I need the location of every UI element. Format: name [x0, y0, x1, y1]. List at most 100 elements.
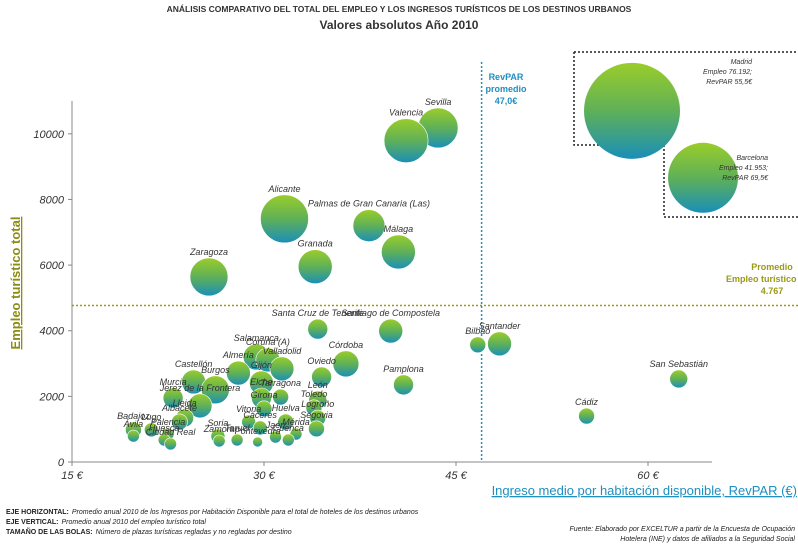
bubble — [297, 249, 333, 285]
chart-title: ANÁLISIS COMPARATIVO DEL TOTAL DEL EMPLE… — [167, 4, 632, 14]
bubble-label: Málaga — [384, 224, 414, 234]
y-tick-label: 8000 — [40, 194, 65, 206]
bubble-label: Palmas de Gran Canaria (Las) — [308, 199, 430, 209]
inset-label: RevPAR 69,5€ — [722, 175, 769, 182]
barcelona-box — [663, 145, 798, 218]
bubble-label: Palencia — [151, 417, 186, 427]
bubble-label: Castellón — [175, 359, 213, 369]
x-tick-label: 45 € — [445, 470, 467, 482]
bubble-label: Cuenca — [273, 423, 304, 433]
bubble-label: León — [308, 380, 328, 390]
y-tick-label: 10000 — [33, 129, 64, 141]
bubble — [487, 331, 512, 357]
bubble — [252, 436, 263, 448]
bubble-label: Badajoz — [117, 411, 150, 421]
bubble — [269, 356, 295, 382]
bubble — [269, 430, 282, 444]
x-tick-label: 60 € — [637, 470, 659, 482]
bubble — [127, 429, 140, 443]
y-tick-label: 4000 — [40, 326, 65, 338]
bubble-label: Salamanca — [234, 333, 279, 343]
bubbles — [125, 107, 689, 451]
bubble — [201, 375, 230, 405]
bubble-label: Segovia — [300, 410, 333, 420]
bubble — [212, 434, 226, 448]
inset-label: Empleo 76.192; — [703, 69, 752, 76]
bubble-label: Cádiz — [575, 397, 599, 407]
inset-label: Empleo 41.953; — [719, 165, 768, 172]
bubble — [171, 413, 188, 431]
inset-label: Barcelona — [736, 155, 768, 162]
chart-subtitle: Valores absolutos Año 2010 — [320, 18, 479, 32]
note-key: EJE HORIZONTAL: — [6, 509, 69, 516]
bubble-label: Oviedo — [307, 356, 336, 366]
source: Hotelera (INE) y datos de afiliados a la… — [620, 536, 795, 543]
bubble-label: Coruña (A) — [246, 337, 290, 347]
bubble-label: Cáceres — [243, 410, 277, 420]
bubble-label: Lleida — [173, 398, 197, 408]
employment-avg-label: Promedio — [751, 262, 793, 272]
bubble-label: Huesca — [149, 423, 180, 433]
bubble — [144, 422, 159, 438]
note: TAMAÑO DE LAS BOLAS: Número de plazas tur… — [6, 527, 292, 536]
bubble-label: Santander — [479, 321, 522, 331]
bubble-label: Huelva — [272, 403, 300, 413]
bubble — [189, 257, 229, 297]
bubble — [381, 234, 416, 270]
bubble-label: Santiago de Compostela — [341, 308, 440, 318]
source: Fuente: Elaborado por EXCELTUR a partir … — [569, 526, 795, 533]
bubble — [260, 194, 309, 244]
bubble — [162, 387, 184, 409]
bubble — [230, 433, 244, 447]
note-text: Promedio anual 2010 del empleo turístico… — [62, 519, 207, 526]
note-key: EJE VERTICAL: — [6, 519, 59, 526]
employment-avg-label: Empleo turístico total — [726, 274, 798, 284]
y-tick-label: 0 — [58, 457, 65, 469]
bubble — [332, 350, 360, 378]
bubble-label: Ávila — [123, 419, 144, 429]
bubble — [252, 420, 268, 436]
bubble-label: Córdoba — [329, 340, 364, 350]
bubble-label: Pamplona — [383, 364, 424, 374]
bubble-label: Vitoria — [236, 404, 261, 414]
bubble — [668, 142, 739, 213]
bubble — [311, 366, 332, 388]
bubble-label: Sevilla — [425, 97, 452, 107]
inset-label: RevPAR 55,5€ — [706, 79, 753, 86]
bubble-label: Ciudad Real — [146, 427, 197, 437]
bubble — [164, 437, 177, 451]
bubble-label: Tarragona — [260, 378, 301, 388]
revpar-avg-label: 47,0€ — [495, 96, 518, 106]
bubble — [277, 413, 295, 431]
bubble — [308, 420, 325, 438]
bubble-label: Logroño — [301, 399, 334, 409]
inset-label: Madrid — [731, 59, 754, 66]
bubble-label: Burgos — [201, 365, 230, 375]
bubble — [187, 393, 213, 419]
bubble-label: Albacete — [161, 403, 197, 413]
bubble-label: Mérida — [282, 417, 310, 427]
bubble-label: Zaragoza — [189, 247, 228, 257]
bubble-label: Jerez de la Frontera — [159, 383, 241, 393]
bubble-label: Zamora — [203, 424, 235, 434]
note-text: Promedio anual 2010 de los Ingresos por … — [72, 509, 419, 516]
bubble — [282, 433, 295, 447]
bubble-label: Gijón — [251, 360, 272, 370]
bubble-label: Valladolid — [263, 346, 303, 356]
bubble — [393, 374, 414, 396]
x-axis-label: Ingreso medio por habitación disponible,… — [492, 483, 797, 498]
bubble-label: Valencia — [389, 108, 423, 118]
x-tick-label: 30 € — [253, 470, 275, 482]
bubble — [669, 369, 689, 389]
bubble-label: Elche — [250, 377, 273, 387]
bubble-label: Santa Cruz de Tenerife — [272, 308, 364, 318]
y-axis-label: Empleo turístico total — [8, 217, 23, 350]
bubble-label: Girona — [250, 390, 277, 400]
bubble — [255, 400, 273, 418]
bubble-label: Murcia — [160, 377, 187, 387]
bubble — [241, 414, 256, 430]
bubble — [352, 209, 386, 243]
employment-avg-label: 4.767 — [761, 286, 784, 296]
bubble-label: Alicante — [267, 184, 300, 194]
bubble — [307, 318, 329, 340]
